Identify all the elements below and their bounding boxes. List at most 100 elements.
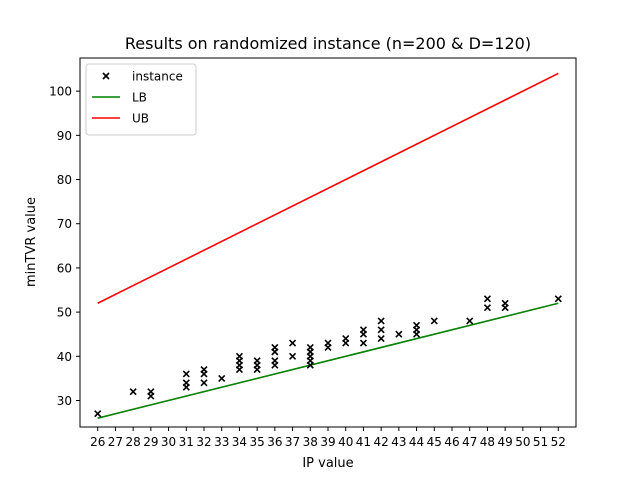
data-point-stroke-b	[377, 326, 385, 334]
data-point-stroke-b	[271, 343, 279, 352]
x-tick-label: 33	[214, 435, 229, 449]
y-tick-label: 60	[57, 261, 72, 275]
x-tick-label: 46	[444, 435, 459, 449]
data-point	[200, 379, 208, 387]
x-tick-label: 39	[320, 435, 335, 449]
data-point	[271, 343, 279, 352]
x-tick-label: 28	[126, 435, 141, 449]
series-line-ub	[97, 72, 559, 304]
data-point	[94, 410, 102, 418]
data-point-stroke-b	[377, 317, 385, 325]
series-line-lb	[97, 302, 559, 419]
x-tick-label: 44	[409, 435, 424, 449]
x-axis: 26 27 28 29 30 31 32 33 34 35 36 37 38 39 40 41 42 43 44 45…	[90, 427, 566, 449]
data-point-stroke-b	[466, 317, 474, 325]
x-tick-label: 35	[250, 435, 265, 449]
data-point-stroke-b	[306, 343, 314, 352]
data-point-stroke-b	[483, 304, 491, 312]
data-point-stroke-b	[377, 335, 385, 343]
data-point	[483, 295, 491, 303]
data-point	[413, 321, 421, 329]
data-point-stroke-b	[129, 388, 137, 396]
data-point	[218, 374, 226, 382]
data-point	[483, 304, 491, 312]
x-tick-label: 43	[391, 435, 406, 449]
legend-label-ub: UB	[132, 112, 149, 126]
y-tick-label: 100	[49, 85, 72, 99]
data-point-stroke-b	[554, 295, 562, 303]
data-point	[306, 343, 314, 352]
x-tick-label: 38	[303, 435, 318, 449]
data-point	[359, 339, 367, 347]
x-tick-label: 52	[551, 435, 566, 449]
data-point-stroke-b	[342, 335, 350, 343]
x-tick-label: 32	[196, 435, 211, 449]
x-tick-label: 31	[179, 435, 194, 449]
data-point-stroke-b	[413, 321, 421, 329]
x-tick-label: 48	[480, 435, 495, 449]
data-point-stroke-b	[359, 339, 367, 347]
x-tick-label: 41	[356, 435, 371, 449]
data-point-stroke-b	[430, 317, 438, 325]
legend-entry-lb: LB	[92, 91, 147, 105]
x-axis-label: IP value	[302, 456, 353, 471]
data-point	[377, 317, 385, 325]
x-tick-label: 34	[232, 435, 247, 449]
y-tick-label: 80	[57, 173, 72, 187]
y-axis: 30 40 50 60 70 80 90 100	[49, 85, 80, 408]
x-tick-label: 42	[374, 435, 389, 449]
data-point	[377, 326, 385, 334]
y-tick-label: 70	[57, 217, 72, 231]
data-point	[129, 388, 137, 396]
x-tick-label: 49	[498, 435, 513, 449]
data-point-stroke-b	[359, 326, 367, 334]
x-tick-label: 50	[515, 435, 530, 449]
x-tick-label: 26	[90, 435, 105, 449]
data-point	[395, 330, 403, 338]
x-tick-label: 30	[161, 435, 176, 449]
data-point	[501, 299, 509, 307]
x-tick-label: 40	[338, 435, 353, 449]
data-point	[271, 357, 279, 365]
data-point-stroke-b	[324, 339, 332, 347]
data-point-stroke-b	[289, 339, 297, 347]
data-point-stroke-b	[94, 410, 102, 418]
data-point	[147, 388, 155, 396]
y-tick-label: 40	[57, 350, 72, 364]
data-point-stroke-b	[200, 365, 208, 374]
data-point	[182, 379, 190, 387]
data-point	[235, 352, 243, 360]
data-point	[359, 326, 367, 334]
x-tick-label: 37	[285, 435, 300, 449]
x-tick-label: 51	[533, 435, 548, 449]
data-point	[253, 357, 261, 365]
x-tick-label: 29	[143, 435, 158, 449]
x-tick-label: 45	[427, 435, 442, 449]
data-point-stroke-b	[235, 352, 243, 360]
data-point-stroke-b	[200, 379, 208, 387]
data-point-stroke-b	[271, 357, 279, 365]
data-point	[182, 370, 190, 378]
data-point	[430, 317, 438, 325]
legend-marker-instance	[102, 72, 110, 80]
data-point-stroke-b	[501, 299, 509, 307]
y-tick-label: 30	[57, 394, 72, 408]
data-point	[289, 352, 297, 360]
x-tick-label: 36	[267, 435, 282, 449]
legend-marker-instance-stroke-b	[102, 72, 110, 80]
data-point	[324, 339, 332, 347]
plot-area	[94, 72, 562, 419]
data-point-stroke-b	[483, 295, 491, 303]
y-tick-label: 90	[57, 129, 72, 143]
data-point-stroke-b	[289, 352, 297, 360]
legend-label-lb: LB	[132, 91, 147, 105]
legend: instance LB UB	[85, 63, 197, 136]
data-point-stroke-b	[182, 370, 190, 378]
data-point-stroke-b	[253, 357, 261, 365]
data-point-stroke-b	[218, 374, 226, 382]
data-point	[554, 295, 562, 303]
x-tick-label: 27	[108, 435, 123, 449]
data-point	[200, 365, 208, 374]
legend-entry-ub: UB	[92, 112, 149, 126]
